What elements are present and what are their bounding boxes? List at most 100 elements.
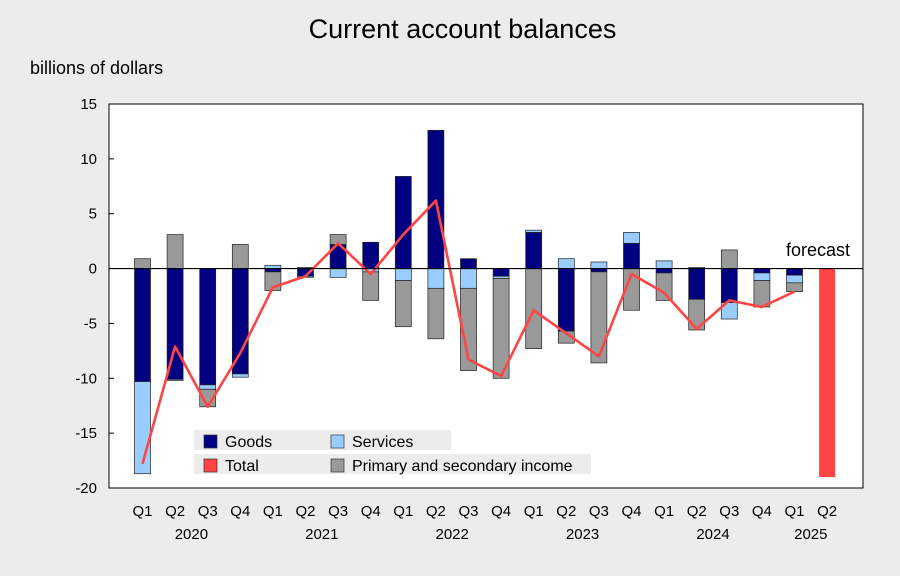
bar-primary-and-secondary-income-1 — [166, 234, 184, 269]
bar-services-18 — [720, 302, 738, 320]
bar-services-13 — [557, 258, 575, 269]
legend-swatch — [330, 458, 345, 473]
year-label: 2025 — [794, 526, 827, 543]
bar-forecast-total — [819, 268, 836, 478]
bar-goods-17 — [688, 268, 706, 300]
bar-goods-18 — [720, 268, 738, 303]
bar-goods-10 — [460, 258, 477, 269]
bar-goods-13 — [557, 268, 575, 332]
y-tick-label: 0 — [89, 261, 97, 278]
bar-goods-3 — [231, 268, 249, 375]
x-tick-label: Q4 — [752, 503, 772, 520]
bar-primary-and-secondary-income-12 — [525, 268, 543, 350]
y-tick-label: -20 — [75, 480, 97, 497]
bar-goods-15 — [623, 242, 640, 269]
bar-services-6 — [329, 268, 347, 278]
x-tick-label: Q1 — [654, 503, 674, 520]
chart-title: Current account balances — [308, 14, 617, 44]
bar-services-16 — [655, 260, 673, 269]
x-tick-label: Q1 — [132, 503, 152, 520]
bar-services-3 — [231, 373, 249, 378]
bar-services-19 — [753, 272, 771, 281]
bar-primary-and-secondary-income-14 — [590, 271, 608, 364]
legend-item-bg — [194, 430, 324, 450]
bar-primary-and-secondary-income-16 — [655, 272, 673, 301]
year-label: 2021 — [305, 526, 338, 543]
year-label: 2022 — [436, 526, 469, 543]
x-tick-label: Q3 — [719, 503, 739, 520]
x-tick-label: Q4 — [491, 503, 511, 520]
legend-label: Services — [352, 434, 413, 451]
bar-primary-and-secondary-income-13 — [557, 330, 575, 344]
legend-item-bg — [194, 454, 324, 474]
bar-primary-and-secondary-income-9 — [427, 287, 445, 340]
x-tick-label: Q1 — [263, 503, 283, 520]
legend-item-bg — [321, 430, 451, 450]
bar-primary-and-secondary-income-18 — [720, 249, 738, 269]
legend-swatch — [330, 434, 345, 449]
y-tick-label: 10 — [80, 151, 97, 168]
legend-swatch — [203, 458, 218, 473]
bar-services-8 — [394, 268, 412, 281]
x-tick-label: Q2 — [165, 503, 185, 520]
legend-label: Total — [225, 458, 259, 475]
x-tick-label: Q3 — [589, 503, 609, 520]
bar-primary-and-secondary-income-8 — [394, 280, 412, 328]
bar-services-10 — [460, 268, 477, 289]
x-tick-label: Q1 — [393, 503, 413, 520]
bar-goods-12 — [525, 232, 543, 269]
bar-goods-0 — [134, 268, 151, 382]
bar-goods-20 — [786, 268, 803, 276]
x-tick-label: Q3 — [458, 503, 478, 520]
x-tick-label: Q3 — [198, 503, 218, 520]
x-tick-label: Q3 — [328, 503, 348, 520]
y-tick-label: -5 — [84, 315, 97, 332]
y-tick-label: 5 — [89, 206, 97, 223]
y-tick-label: 15 — [80, 96, 97, 113]
legend-swatch — [203, 434, 218, 449]
legend-item-bg — [321, 454, 591, 474]
x-tick-label: Q2 — [817, 503, 837, 520]
lines-layer — [141, 199, 796, 465]
x-tick-label: Q2 — [426, 503, 446, 520]
bar-services-20 — [786, 274, 803, 284]
bar-primary-and-secondary-income-7 — [362, 271, 380, 301]
bar-goods-19 — [753, 268, 771, 274]
bar-goods-11 — [492, 268, 510, 277]
bar-goods-7 — [362, 241, 380, 269]
bar-services-14 — [590, 261, 608, 269]
bar-goods-8 — [394, 176, 412, 269]
x-tick-label: Q1 — [784, 503, 804, 520]
legend-label: Goods — [225, 434, 272, 451]
bar-primary-and-secondary-income-0 — [134, 258, 151, 269]
axes-layer: 15 10 5 0 -5 -10 -15 -20 Q1 Q2 Q3 Q4 Q1 Q2 Q3 Q4 Q1 Q2 Q3 Q… — [75, 96, 863, 543]
bar-goods-16 — [655, 268, 673, 274]
bars-layer — [134, 129, 836, 478]
x-tick-label: Q4 — [230, 503, 250, 520]
x-tick-label: Q1 — [524, 503, 544, 520]
bar-goods-2 — [199, 268, 217, 386]
bar-services-15 — [623, 232, 640, 244]
x-tick-label: Q2 — [556, 503, 576, 520]
bar-primary-and-secondary-income-3 — [231, 244, 249, 269]
year-label: 2020 — [175, 526, 208, 543]
bar-primary-and-secondary-income-11 — [492, 278, 510, 379]
x-tick-label: Q4 — [621, 503, 641, 520]
y-tick-label: -10 — [75, 370, 97, 387]
bar-services-12 — [525, 229, 543, 233]
legend: Goods Total Services Primary and secondary … — [194, 430, 591, 475]
y-tick-label: -15 — [75, 425, 97, 442]
line-total — [141, 199, 796, 465]
bar-primary-and-secondary-income-20 — [786, 282, 803, 292]
year-label: 2023 — [566, 526, 599, 543]
y-axis-unit-label: billions of dollars — [30, 58, 164, 78]
x-tick-label: Q4 — [361, 503, 381, 520]
bar-services-1 — [166, 379, 184, 381]
bar-services-9 — [427, 268, 445, 289]
bar-services-2 — [199, 384, 217, 390]
x-tick-label: Q2 — [295, 503, 315, 520]
x-tick-label: Q2 — [687, 503, 707, 520]
forecast-annotation: forecast — [786, 240, 850, 260]
bar-primary-and-secondary-income-10 — [460, 287, 477, 371]
